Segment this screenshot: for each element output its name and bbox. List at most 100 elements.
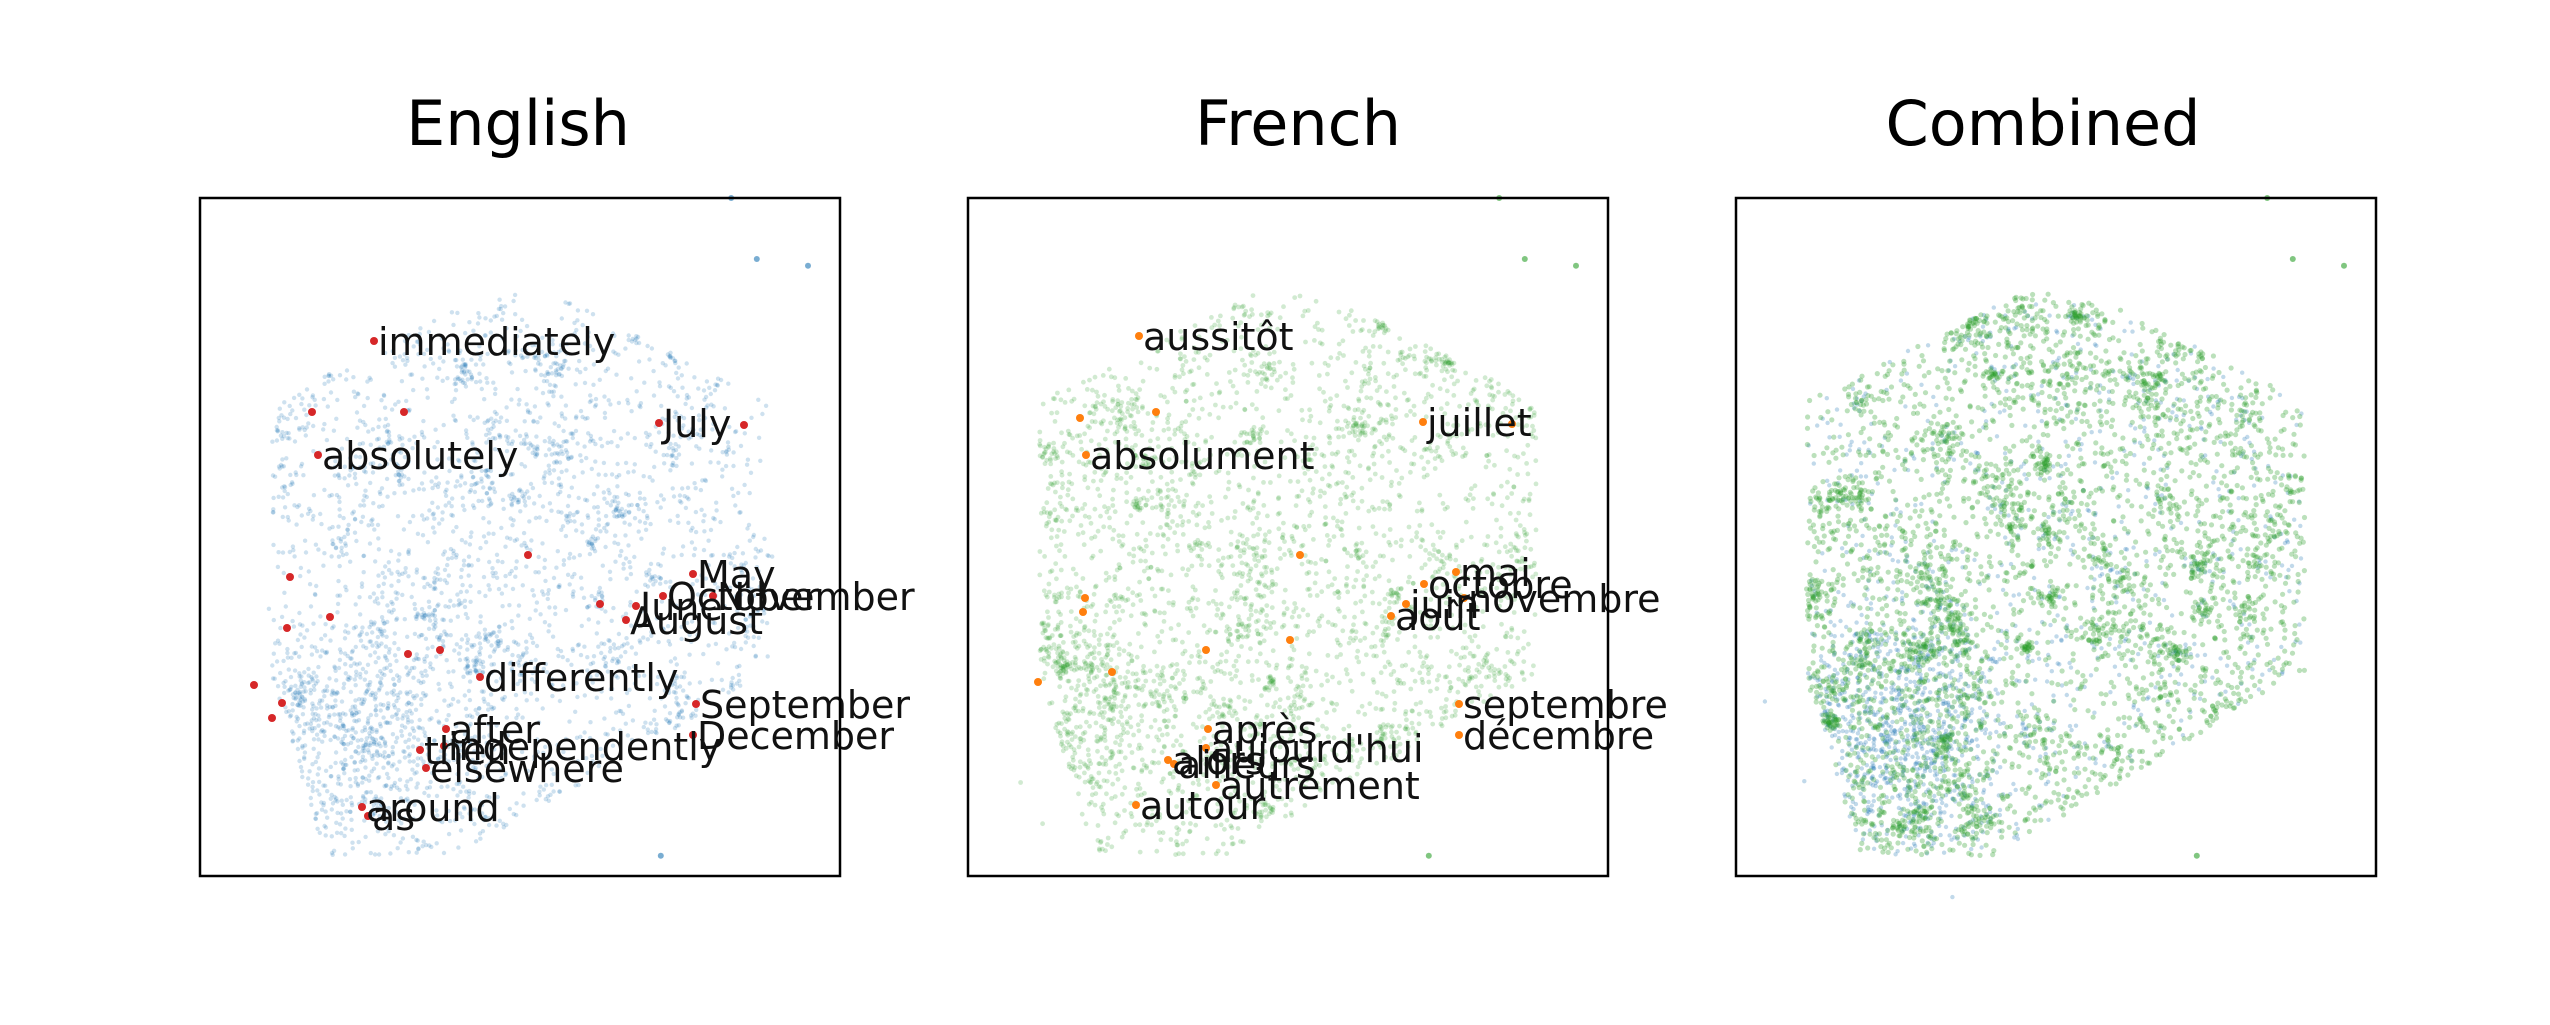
scatter-point bbox=[402, 617, 407, 622]
scatter-point bbox=[481, 574, 487, 580]
scatter-point bbox=[547, 389, 552, 394]
scatter-point bbox=[628, 571, 634, 577]
scatter-point bbox=[1119, 834, 1125, 840]
scatter-point bbox=[1095, 823, 1101, 828]
scatter-point bbox=[386, 609, 392, 614]
scatter-point bbox=[370, 693, 376, 698]
scatter-point bbox=[683, 505, 689, 511]
scatter-point bbox=[1236, 694, 1242, 700]
scatter-point bbox=[658, 493, 664, 498]
scatter-point bbox=[563, 533, 569, 539]
scatter-point bbox=[321, 396, 327, 402]
scatter-point bbox=[354, 662, 360, 667]
scatter-point bbox=[382, 750, 387, 755]
scatter-point bbox=[461, 563, 467, 568]
scatter-point bbox=[468, 599, 473, 604]
scatter-point bbox=[368, 712, 374, 718]
scatter-point bbox=[632, 435, 637, 441]
scatter-point bbox=[1241, 372, 1247, 377]
scatter-point bbox=[1224, 649, 1230, 655]
scatter-point bbox=[1337, 501, 1343, 507]
scatter-point bbox=[392, 705, 398, 710]
scatter-point bbox=[291, 624, 297, 629]
scatter-point bbox=[738, 443, 744, 449]
scatter-point bbox=[1178, 733, 1184, 739]
scatter-point bbox=[1126, 400, 1131, 406]
scatter-point bbox=[641, 474, 646, 479]
scatter-point bbox=[335, 810, 340, 816]
scatter-point bbox=[751, 643, 756, 649]
scatter-point bbox=[360, 625, 365, 630]
scatter-point bbox=[1117, 674, 1123, 680]
highlight-point bbox=[286, 573, 294, 581]
scatter-point bbox=[342, 771, 347, 776]
scatter-point bbox=[573, 428, 579, 434]
scatter-point bbox=[424, 654, 429, 659]
scatter-point bbox=[374, 761, 379, 766]
scatter-point bbox=[377, 686, 382, 691]
scatter-point bbox=[423, 636, 429, 641]
scatter-point bbox=[1125, 586, 1131, 592]
scatter-point bbox=[723, 463, 729, 469]
scatter-point bbox=[541, 476, 546, 481]
scatter-point bbox=[467, 369, 472, 374]
scatter-point bbox=[1326, 543, 1331, 548]
scatter-point bbox=[468, 583, 473, 589]
scatter-point bbox=[375, 673, 380, 679]
scatter-point bbox=[656, 562, 661, 567]
scatter-point bbox=[337, 726, 342, 731]
scatter-point bbox=[593, 527, 599, 532]
scatter-point bbox=[500, 497, 506, 503]
scatter-point bbox=[545, 591, 551, 596]
scatter-point bbox=[397, 759, 402, 764]
scatter-point bbox=[673, 360, 678, 366]
scatter-point bbox=[298, 573, 303, 579]
scatter-point bbox=[685, 485, 691, 490]
scatter-point bbox=[386, 760, 391, 765]
scatter-point bbox=[1331, 515, 1336, 521]
scatter-point bbox=[730, 675, 735, 681]
scatter-point bbox=[414, 652, 419, 657]
scatter-point bbox=[1490, 393, 1495, 399]
scatter-point bbox=[503, 573, 508, 579]
scatter-point bbox=[289, 655, 294, 660]
scatter-point bbox=[1339, 519, 1345, 525]
scatter-point bbox=[552, 383, 557, 388]
scatter-point bbox=[1273, 686, 1279, 692]
scatter-point bbox=[1370, 344, 1376, 349]
scatter-point bbox=[271, 542, 276, 548]
scatter-point bbox=[395, 692, 400, 698]
scatter-point bbox=[1385, 327, 1391, 333]
scatter-point bbox=[302, 756, 307, 761]
scatter-point bbox=[1293, 503, 1299, 508]
scatter-point bbox=[1387, 460, 1392, 465]
scatter-point bbox=[1299, 543, 1304, 549]
scatter-point bbox=[1176, 622, 1181, 628]
scatter-point bbox=[457, 657, 463, 663]
scatter-point bbox=[582, 444, 587, 449]
scatter-point bbox=[330, 688, 335, 693]
scatter-point bbox=[1411, 403, 1417, 409]
scatter-point bbox=[623, 346, 628, 351]
scatter-point bbox=[1374, 624, 1380, 630]
scatter-point bbox=[701, 388, 707, 393]
scatter-point bbox=[343, 671, 348, 676]
scatter-point bbox=[318, 511, 323, 517]
scatter-point bbox=[351, 735, 356, 741]
scatter-point bbox=[1281, 612, 1287, 618]
scatter-point bbox=[486, 531, 491, 536]
scatter-point bbox=[465, 640, 470, 646]
scatter-point bbox=[1067, 471, 1072, 477]
scatter-point bbox=[1082, 770, 1087, 776]
scatter-point bbox=[304, 425, 309, 430]
scatter-point bbox=[322, 421, 327, 427]
highlight-point bbox=[308, 408, 316, 416]
scatter-point bbox=[1169, 498, 1174, 503]
scatter-point bbox=[411, 488, 416, 493]
scatter-point bbox=[299, 769, 305, 774]
scatter-point bbox=[310, 780, 316, 785]
scatter-point bbox=[370, 630, 375, 635]
scatter-point bbox=[415, 762, 420, 768]
scatter-point bbox=[629, 339, 635, 344]
scatter-point bbox=[1259, 606, 1265, 612]
